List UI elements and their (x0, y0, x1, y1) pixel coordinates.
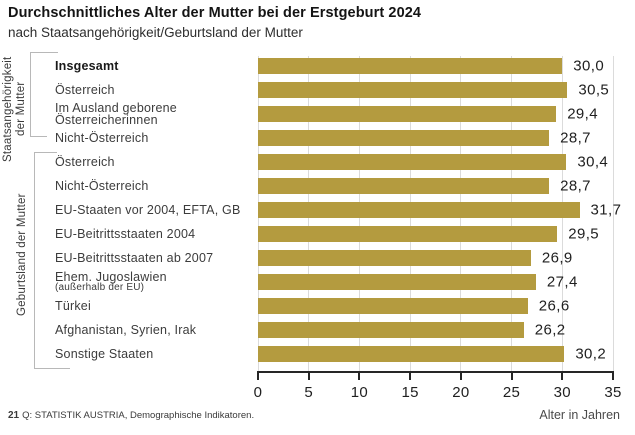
group-label-line: Geburtsland der Mutter (16, 193, 28, 317)
category-label-line: Türkei (55, 299, 91, 313)
x-axis-tick (358, 371, 361, 380)
value-label: 29,5 (568, 225, 599, 243)
chart-subtitle: nach Staatsangehörigkeit/Geburtsland der… (8, 25, 303, 40)
source-text: Q: STATISTIK AUSTRIA, Demographische Ind… (22, 410, 255, 421)
category-label-line: Österreich (55, 83, 115, 97)
x-axis-tick (307, 371, 310, 380)
category-label: EU-Beitrittsstaaten ab 2007 (55, 251, 214, 265)
value-label: 29,4 (567, 105, 598, 123)
bar (258, 250, 531, 266)
x-axis-tick (612, 371, 614, 380)
bar (258, 58, 563, 74)
group-label-2: Geburtsland der Mutter (16, 150, 32, 360)
category-label: Ehem. Jugoslawien (außerhalb der EU) (55, 271, 167, 294)
x-axis-tick-label: 0 (253, 384, 263, 401)
bar (258, 130, 550, 146)
x-axis-tick-label: 15 (401, 384, 419, 401)
category-label: Österreich (55, 83, 115, 97)
value-label: 26,9 (541, 249, 573, 267)
source-note: 21 Q: STATISTIK AUSTRIA, Demographische I… (8, 410, 254, 421)
x-axis-tick-label: 25 (502, 384, 521, 401)
category-label: Nicht-Österreich (55, 131, 149, 145)
group-bracket-top-arm-2 (34, 152, 57, 153)
value-label: 26,2 (534, 321, 566, 339)
value-label: 26,6 (538, 297, 570, 315)
value-label: 30,4 (577, 153, 609, 171)
x-axis-line (257, 371, 614, 373)
x-axis-tick-label: 35 (604, 384, 622, 401)
category-label: Sonstige Staaten (55, 347, 154, 361)
category-label-line: Nicht-Österreich (55, 179, 149, 193)
x-axis-label: Alter in Jahren (539, 408, 620, 422)
value-label: 28,7 (560, 129, 591, 147)
x-axis-tick-label: 20 (452, 384, 470, 401)
group-bracket-bottom-arm-1 (30, 136, 47, 137)
value-label: 31,7 (590, 201, 622, 219)
category-label: Nicht-Österreich (55, 179, 149, 193)
category-label: EU-Beitrittsstaaten 2004 (55, 227, 196, 241)
gridline-35 (612, 56, 614, 371)
category-label-line: EU-Staaten vor 2004, EFTA, GB (55, 203, 241, 217)
value-label: 30,2 (575, 345, 607, 363)
category-label-line: Ehem. Jugoslawien (55, 269, 167, 284)
category-label-line: Im Ausland geborene (55, 101, 177, 115)
chart-title: Durchschnittliches Alter der Mutter bei … (8, 5, 422, 21)
category-label-line: EU-Beitrittsstaaten 2004 (55, 227, 196, 241)
category-label: Österreich (55, 155, 115, 169)
category-label: Afghanistan, Syrien, Irak (55, 323, 197, 337)
value-label: 30,5 (578, 81, 610, 99)
x-axis-tick-label: 10 (350, 384, 369, 401)
group-bracket-bottom-arm-2 (34, 368, 70, 369)
bar (258, 274, 536, 290)
group-bracket-vline-1 (30, 52, 31, 137)
category-label: Insgesamt (55, 59, 119, 73)
x-axis-tick (257, 371, 259, 380)
x-axis-tick (510, 371, 513, 380)
bar (258, 202, 580, 218)
bar (258, 322, 524, 338)
group-bracket-top-arm-1 (30, 52, 58, 53)
category-label-line: Nicht-Österreich (55, 131, 149, 145)
bar (258, 82, 568, 98)
category-label-line: EU-Beitrittsstaaten ab 2007 (55, 251, 214, 265)
category-label-line: (außerhalb der EU) (55, 281, 145, 293)
x-axis-tick (409, 371, 412, 380)
bar (258, 154, 567, 170)
category-label: EU-Staaten vor 2004, EFTA, GB (55, 203, 241, 217)
x-axis-tick-label: 5 (304, 384, 314, 401)
bar (258, 346, 565, 362)
category-label-line: Insgesamt (55, 59, 119, 73)
bar (258, 226, 558, 242)
group-bracket-vline-2 (34, 152, 35, 369)
category-label-line: Sonstige Staaten (55, 347, 154, 361)
bar (258, 106, 557, 122)
value-label: 27,4 (546, 273, 578, 291)
x-axis-tick-label: 30 (553, 384, 571, 401)
value-label: 30,0 (573, 57, 605, 75)
value-label: 28,7 (560, 177, 591, 195)
category-label-line: Afghanistan, Syrien, Irak (55, 323, 197, 337)
bar (258, 178, 550, 194)
category-label: Türkei (55, 299, 91, 313)
group-label-line: Staatsangehörigkeit (2, 56, 14, 162)
category-label-line: Österreicherinnen (55, 113, 158, 127)
category-label: Im Ausland geborene Österreicherinnen (55, 101, 177, 127)
x-axis-tick (561, 371, 564, 380)
bar (258, 298, 528, 314)
category-label-line: Österreich (55, 155, 115, 169)
slide-number: 21 (8, 410, 20, 421)
x-axis-tick (459, 371, 462, 380)
